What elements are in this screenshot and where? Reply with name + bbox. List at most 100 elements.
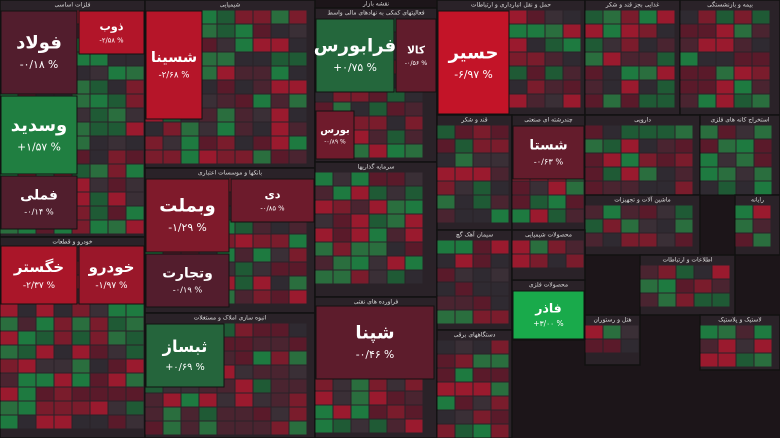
cell bbox=[698, 94, 716, 108]
cell bbox=[566, 254, 584, 268]
cell bbox=[72, 401, 90, 415]
cell bbox=[405, 419, 423, 433]
cell bbox=[509, 94, 527, 108]
cell bbox=[675, 167, 693, 181]
cell bbox=[369, 391, 387, 405]
cell bbox=[512, 209, 530, 223]
cell bbox=[752, 10, 770, 24]
cell bbox=[491, 354, 509, 368]
cell bbox=[126, 345, 144, 359]
cell bbox=[563, 24, 581, 38]
cell bbox=[271, 248, 289, 262]
cell bbox=[18, 345, 36, 359]
cell bbox=[126, 150, 144, 164]
cell bbox=[657, 125, 675, 139]
cell bbox=[18, 359, 36, 373]
cell bbox=[698, 80, 716, 94]
cell bbox=[289, 262, 307, 276]
stock-name: دی bbox=[264, 188, 280, 201]
cell bbox=[716, 24, 734, 38]
cell bbox=[108, 94, 126, 108]
cell bbox=[54, 345, 72, 359]
sector-title: بانکها و موسسات اعتباری bbox=[198, 170, 262, 177]
sector-title: ماشین آلات و تجهیزات bbox=[614, 195, 671, 204]
cell bbox=[676, 279, 694, 293]
cell bbox=[545, 52, 563, 66]
sector: فراورده های نفتی شپنا -۰/۴۶ % bbox=[314, 296, 438, 438]
cell bbox=[271, 150, 289, 164]
cell bbox=[603, 38, 621, 52]
cell bbox=[253, 38, 271, 52]
stock-name: بورس bbox=[320, 125, 350, 136]
cell bbox=[181, 122, 199, 136]
cell bbox=[387, 405, 405, 419]
cell bbox=[752, 24, 770, 38]
cell bbox=[289, 108, 307, 122]
cell bbox=[734, 24, 752, 38]
cell bbox=[640, 293, 658, 307]
cell bbox=[405, 186, 423, 200]
cell bbox=[585, 80, 603, 94]
cell bbox=[126, 220, 144, 234]
cell bbox=[253, 234, 271, 248]
cell bbox=[585, 153, 603, 167]
cell bbox=[621, 339, 639, 353]
cell bbox=[694, 279, 712, 293]
cell bbox=[90, 206, 108, 220]
cell bbox=[387, 256, 405, 270]
cell bbox=[680, 24, 698, 38]
cell bbox=[289, 290, 307, 304]
cell bbox=[603, 153, 621, 167]
sector: محصولات فلزی فاذر +۳/۰۰ % bbox=[511, 279, 586, 341]
cell bbox=[108, 178, 126, 192]
cell bbox=[563, 94, 581, 108]
stock-change: -۰/۶۳ % bbox=[534, 157, 564, 167]
stock-change: +۱/۵۷ % bbox=[17, 141, 61, 154]
cell bbox=[473, 209, 491, 223]
cell bbox=[473, 139, 491, 153]
cell bbox=[333, 186, 351, 200]
cell bbox=[657, 167, 675, 181]
sector: رایانه bbox=[734, 194, 780, 256]
sector: محصولات شیمیایی bbox=[511, 229, 586, 281]
cell bbox=[621, 233, 639, 247]
cell bbox=[718, 125, 736, 139]
cell bbox=[333, 256, 351, 270]
cell bbox=[509, 66, 527, 80]
cell bbox=[369, 172, 387, 186]
stock-change: -۱/۲۹ % bbox=[168, 221, 207, 234]
cell bbox=[235, 10, 253, 24]
cell bbox=[585, 139, 603, 153]
cell bbox=[455, 195, 473, 209]
chart-title: نقشه بازار bbox=[362, 1, 389, 8]
stock-name: حسیر bbox=[448, 43, 499, 64]
cell bbox=[315, 214, 333, 228]
cell bbox=[126, 66, 144, 80]
cell bbox=[736, 125, 754, 139]
cell bbox=[603, 24, 621, 38]
cell bbox=[315, 391, 333, 405]
cell bbox=[217, 38, 235, 52]
cell bbox=[289, 220, 307, 234]
cell bbox=[675, 205, 693, 219]
cell bbox=[437, 153, 455, 167]
cell bbox=[657, 52, 675, 66]
cell bbox=[333, 200, 351, 214]
cell bbox=[455, 125, 473, 139]
cell bbox=[108, 66, 126, 80]
cell bbox=[333, 391, 351, 405]
cell bbox=[387, 270, 405, 284]
cell bbox=[437, 209, 455, 223]
cell bbox=[712, 279, 730, 293]
cell bbox=[603, 205, 621, 219]
cell bbox=[585, 24, 603, 38]
sector: اطلاعات و ارتباطات bbox=[639, 254, 736, 316]
cell bbox=[253, 262, 271, 276]
cell bbox=[289, 365, 307, 379]
cell bbox=[491, 296, 509, 310]
stock-tile bbox=[0, 95, 78, 175]
cell bbox=[163, 122, 181, 136]
cell bbox=[271, 379, 289, 393]
cell bbox=[0, 359, 18, 373]
sector-title: سرمایه گذاریها bbox=[357, 163, 394, 171]
